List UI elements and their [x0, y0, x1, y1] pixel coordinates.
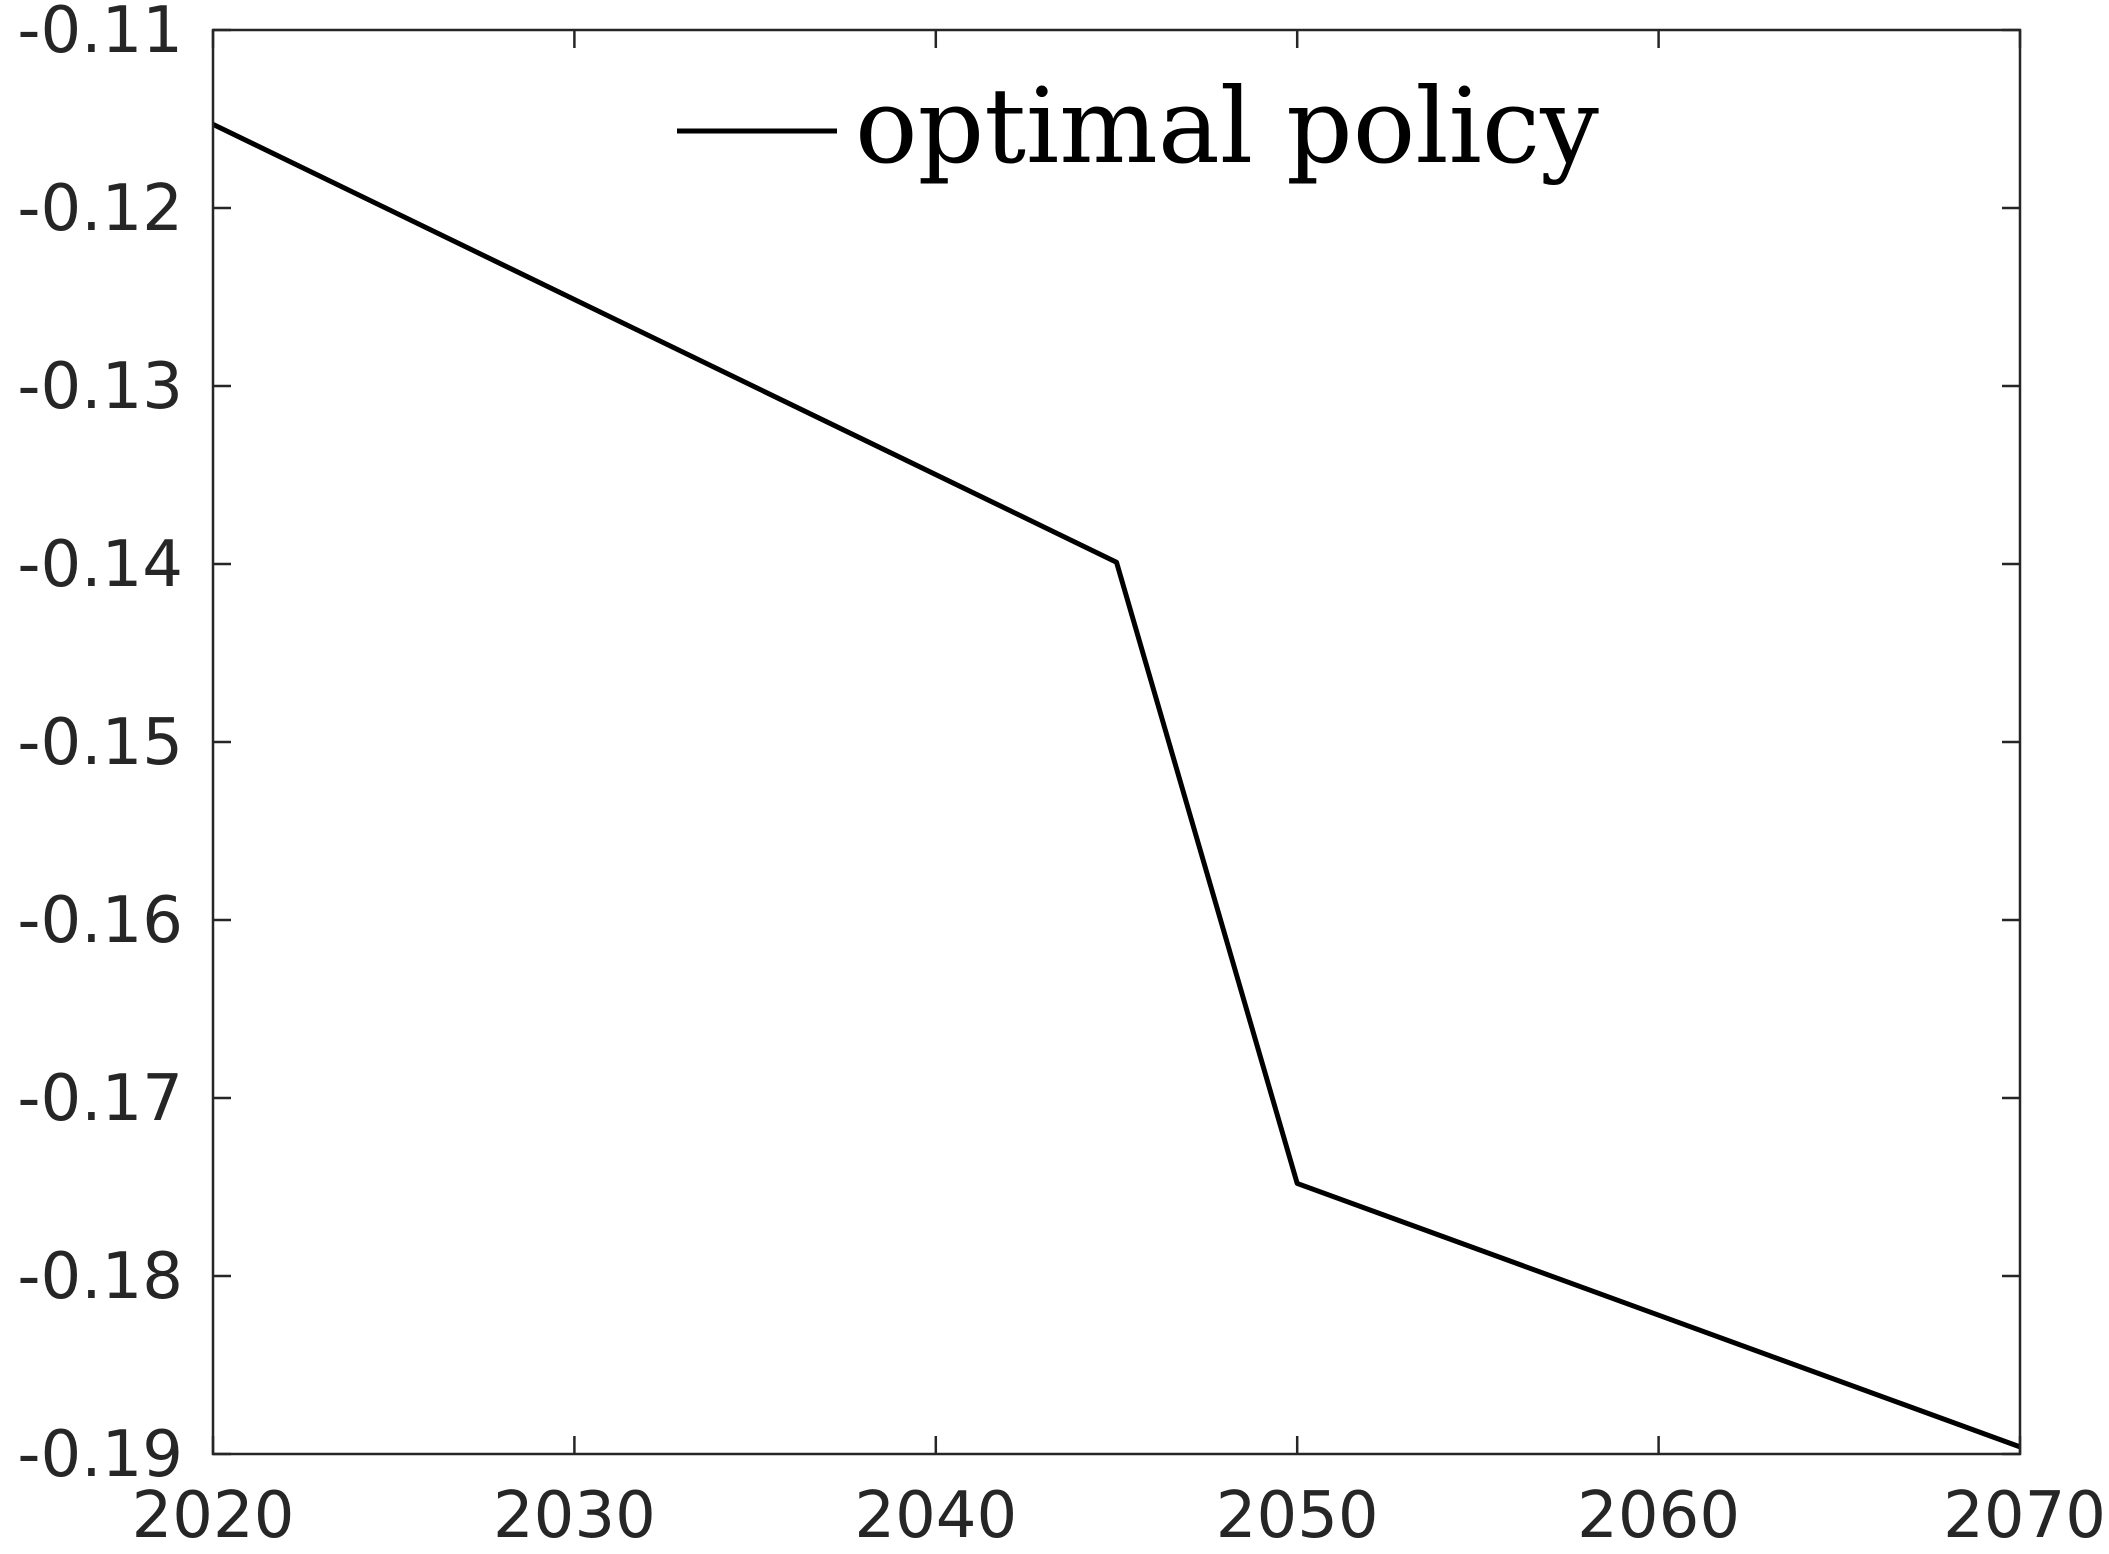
x-tick-label: 2020 — [132, 1479, 295, 1553]
plot-frame — [211, 28, 2022, 1456]
y-tick-label: -0.19 — [17, 1418, 183, 1492]
y-tick-label: -0.13 — [17, 350, 183, 424]
legend-label: optimal policy — [855, 65, 1599, 187]
y-tick-label: -0.11 — [17, 0, 183, 68]
legend: optimal policy — [677, 65, 1599, 187]
series-group — [211, 122, 2021, 1450]
x-tick-label: 2060 — [1577, 1479, 1740, 1553]
y-axis-tick-labels: -0.11 -0.12 -0.13 -0.14 -0.15 -0.16 -0.17 -0.18… — [17, 0, 183, 1492]
x-tick-label: 2070 — [1943, 1479, 2106, 1553]
y-tick-label: -0.12 — [17, 172, 183, 246]
y-tick-label: -0.16 — [17, 884, 183, 958]
plot-background — [213, 30, 2020, 1454]
y-tick-label: -0.17 — [17, 1062, 183, 1136]
series-line — [211, 122, 2021, 1450]
x-tick-label: 2030 — [493, 1479, 656, 1553]
x-tick-label: 2050 — [1216, 1479, 1379, 1553]
y-tick-label: -0.15 — [17, 706, 183, 780]
x-tick-label: 2040 — [854, 1479, 1017, 1553]
x-axis-tick-labels: 2020 2030 2040 2050 2060 2070 — [132, 1479, 2106, 1553]
y-tick-label: -0.18 — [17, 1240, 183, 1314]
y-tick-label: -0.14 — [17, 528, 183, 602]
